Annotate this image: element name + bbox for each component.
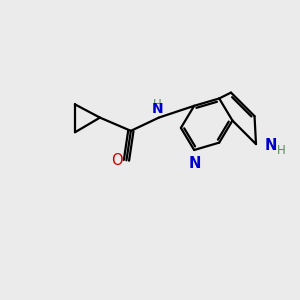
Text: H: H	[153, 98, 162, 111]
Text: N: N	[152, 102, 163, 116]
Text: O: O	[111, 153, 123, 168]
Text: N: N	[265, 138, 277, 153]
Text: N: N	[189, 157, 201, 172]
Text: H: H	[277, 144, 286, 157]
